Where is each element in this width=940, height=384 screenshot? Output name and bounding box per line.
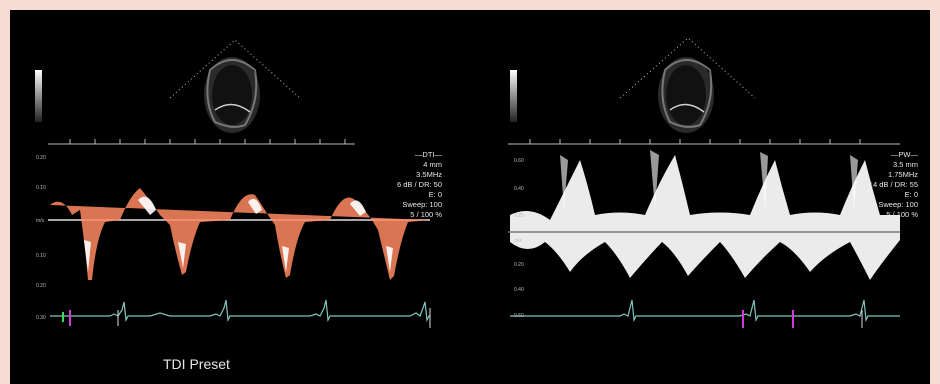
scale-label: 0.40 [514, 186, 524, 192]
scale-label: 0.10 [36, 253, 46, 259]
tdi-panel: 0.20 0.10 m/s 0.10 0.20 0.30 —DTI— 4 mm … [10, 10, 470, 384]
readout-line: 4 mm [423, 160, 442, 169]
acquisition-readout: —DTI— 4 mm 3.5MHz 6 dB / DR: 50 E: 0 Swe… [397, 150, 442, 220]
scale-label: 0.40 [514, 287, 524, 293]
pw-spectral-trace [510, 150, 900, 280]
grayscale-bar [35, 70, 42, 122]
readout-line: 5 / 100 % [410, 210, 442, 219]
ecg-trace [510, 299, 900, 323]
time-ruler [529, 139, 861, 144]
readout-line: 1.75MHz [887, 170, 918, 179]
ecg-trace [50, 299, 430, 323]
readout-line: 3.5 mm [892, 160, 918, 169]
figure-caption: TDI Preset [163, 356, 230, 372]
readout-line: E: 0 [904, 190, 918, 199]
scale-label: m/s [36, 218, 45, 224]
ultrasound-figure: 0.20 0.10 m/s 0.10 0.20 0.30 —DTI— 4 mm … [10, 10, 930, 384]
pw-panel: 0.60 0.40 0.20 m/s 0.20 0.40 0.60 —PW— 3… [470, 10, 930, 384]
tdi-graphics [48, 39, 431, 328]
scale-label: 0.30 [36, 315, 46, 321]
acquisition-readout: —PW— 3.5 mm 1.75MHz 14 dB / DR: 55 E: 0 … [869, 150, 918, 220]
echo-sector-image [169, 39, 301, 133]
readout-line: —PW— [890, 150, 918, 159]
readout-line: Sweep: 100 [402, 200, 442, 209]
scale-label: 0.20 [514, 262, 524, 268]
scale-label: 0.60 [514, 158, 524, 164]
time-ruler [69, 139, 346, 144]
readout-line: 14 dB / DR: 55 [868, 180, 918, 189]
scale-label: 0.20 [36, 283, 46, 289]
tdi-spectral-core [84, 196, 393, 272]
grayscale-bar [510, 70, 517, 122]
scale-label: m/s [514, 238, 523, 244]
tdi-spectral-trace [50, 188, 430, 280]
echo-sector-image [619, 37, 756, 133]
readout-line: 5 / 100 % [886, 210, 918, 219]
readout-line: E: 0 [428, 190, 442, 199]
scale-label: 0.10 [36, 185, 46, 191]
readout-line: 3.5MHz [416, 170, 442, 179]
scale-label: 0.20 [36, 155, 46, 161]
scale-label: 0.60 [514, 313, 524, 319]
pw-graphics [508, 37, 900, 328]
readout-line: Sweep: 100 [878, 200, 918, 209]
readout-line: 6 dB / DR: 50 [396, 180, 442, 189]
scale-label: 0.20 [514, 213, 524, 219]
readout-line: —DTI— [414, 150, 442, 159]
